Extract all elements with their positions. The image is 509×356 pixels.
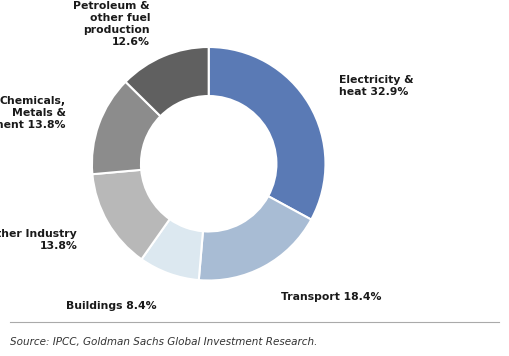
Wedge shape bbox=[93, 170, 169, 259]
Text: Electricity &
heat 32.9%: Electricity & heat 32.9% bbox=[339, 75, 414, 97]
Text: Buildings 8.4%: Buildings 8.4% bbox=[66, 302, 157, 312]
Text: Source: IPCC, Goldman Sachs Global Investment Research.: Source: IPCC, Goldman Sachs Global Inves… bbox=[10, 337, 318, 347]
Text: Chemicals,
Metals &
Cement 13.8%: Chemicals, Metals & Cement 13.8% bbox=[0, 95, 66, 130]
Wedge shape bbox=[126, 47, 209, 116]
Wedge shape bbox=[209, 47, 325, 220]
Text: Other Industry
13.8%: Other Industry 13.8% bbox=[0, 229, 77, 251]
Wedge shape bbox=[199, 196, 311, 281]
Wedge shape bbox=[142, 219, 203, 280]
Text: Transport 18.4%: Transport 18.4% bbox=[280, 292, 381, 303]
Wedge shape bbox=[92, 82, 160, 174]
Text: Petroleum &
other fuel
production
12.6%: Petroleum & other fuel production 12.6% bbox=[73, 1, 150, 47]
